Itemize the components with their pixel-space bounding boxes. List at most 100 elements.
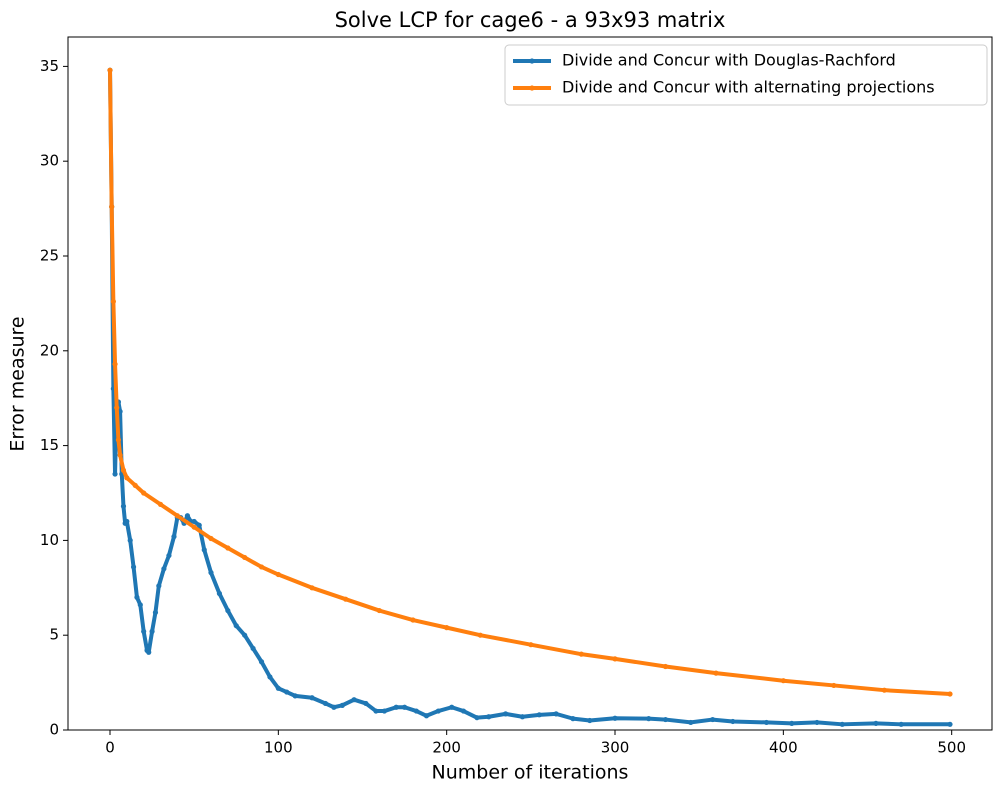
y-tick-label: 35 [40, 57, 59, 75]
data-point [662, 716, 669, 723]
data-point [120, 503, 127, 509]
data-point [309, 695, 315, 701]
data-point [831, 682, 837, 689]
data-point [460, 708, 467, 714]
legend-label: Divide and Concur with Douglas-Rachford [562, 51, 896, 70]
data-point [184, 513, 191, 519]
x-tick-label: 200 [432, 739, 461, 757]
data-point [553, 711, 559, 717]
data-point [191, 518, 197, 525]
data-point [351, 697, 357, 703]
data-point [112, 471, 118, 477]
data-point [120, 467, 127, 473]
data-point [110, 298, 116, 305]
x-tick-label: 300 [601, 739, 630, 757]
data-point [134, 594, 140, 600]
data-point [401, 704, 408, 710]
data-point [275, 571, 281, 578]
data-point [477, 632, 483, 638]
data-point [267, 674, 273, 680]
data-point [410, 617, 416, 623]
data-point [242, 554, 248, 561]
data-point [381, 708, 387, 714]
data-point [196, 522, 202, 528]
data-point [152, 609, 159, 616]
legend-label: Divide and Concur with alternating proje… [562, 78, 935, 97]
data-point [156, 583, 162, 589]
data-point [132, 482, 138, 489]
data-point [947, 721, 953, 727]
chart-title: Solve LCP for cage6 - a 93x93 matrix [335, 8, 726, 32]
y-tick-label: 25 [40, 246, 59, 264]
data-point [413, 708, 419, 714]
data-point [814, 719, 820, 726]
data-point [662, 663, 669, 670]
data-point [789, 720, 795, 726]
data-point [322, 700, 329, 707]
data-point [141, 628, 147, 635]
data-point [114, 405, 120, 411]
data-point [486, 714, 492, 720]
series-line [108, 70, 951, 696]
data-point [343, 596, 349, 602]
data-point [780, 678, 786, 684]
data-point [376, 607, 382, 614]
data-point [710, 716, 716, 723]
data-point [502, 711, 509, 717]
data-point [688, 719, 694, 726]
x-tick-label: 0 [105, 739, 115, 757]
data-point [166, 552, 172, 559]
y-tick-label: 15 [40, 436, 59, 454]
data-point [292, 693, 298, 699]
data-point [107, 67, 113, 73]
data-point [873, 720, 879, 726]
data-point [528, 642, 534, 648]
data-point [363, 700, 369, 707]
data-point [127, 537, 133, 543]
data-point [115, 437, 122, 443]
data-point [109, 204, 115, 210]
legend: Divide and Concur with Douglas-Rachford D… [504, 44, 988, 106]
data-point [201, 547, 207, 553]
data-point [612, 715, 618, 721]
data-point [233, 623, 239, 629]
data-point [423, 713, 430, 719]
data-point [149, 628, 155, 635]
data-point [117, 452, 123, 458]
data-point [763, 719, 770, 726]
data-point [646, 716, 652, 722]
x-tick-label: 500 [937, 739, 966, 757]
data-point [309, 585, 315, 591]
data-point [435, 708, 441, 714]
data-point [393, 704, 399, 710]
data-point [208, 535, 214, 542]
data-point [112, 361, 118, 367]
data-point [161, 566, 167, 572]
data-point [331, 704, 337, 710]
data-point [519, 714, 526, 720]
data-point [839, 721, 845, 727]
data-point [225, 545, 231, 551]
data-point [130, 564, 137, 570]
data-point [124, 475, 130, 481]
data-point [225, 607, 231, 614]
data-point [587, 717, 593, 724]
data-point [258, 564, 265, 570]
y-tick-label: 20 [40, 341, 59, 359]
plot-frame [67, 36, 993, 731]
data-point [250, 645, 256, 652]
x-tick-label: 100 [264, 739, 293, 757]
data-point [191, 524, 197, 530]
data-point [146, 649, 152, 655]
data-point [578, 651, 584, 657]
data-point [124, 518, 130, 525]
data-point [141, 490, 147, 496]
legend-marker [529, 58, 535, 64]
y-tick-label: 30 [40, 152, 59, 170]
data-point [275, 685, 281, 691]
x-tick-label: 400 [769, 739, 798, 757]
data-point [157, 501, 164, 507]
data-point [242, 632, 248, 638]
data-point [208, 570, 214, 576]
data-point [474, 715, 480, 721]
